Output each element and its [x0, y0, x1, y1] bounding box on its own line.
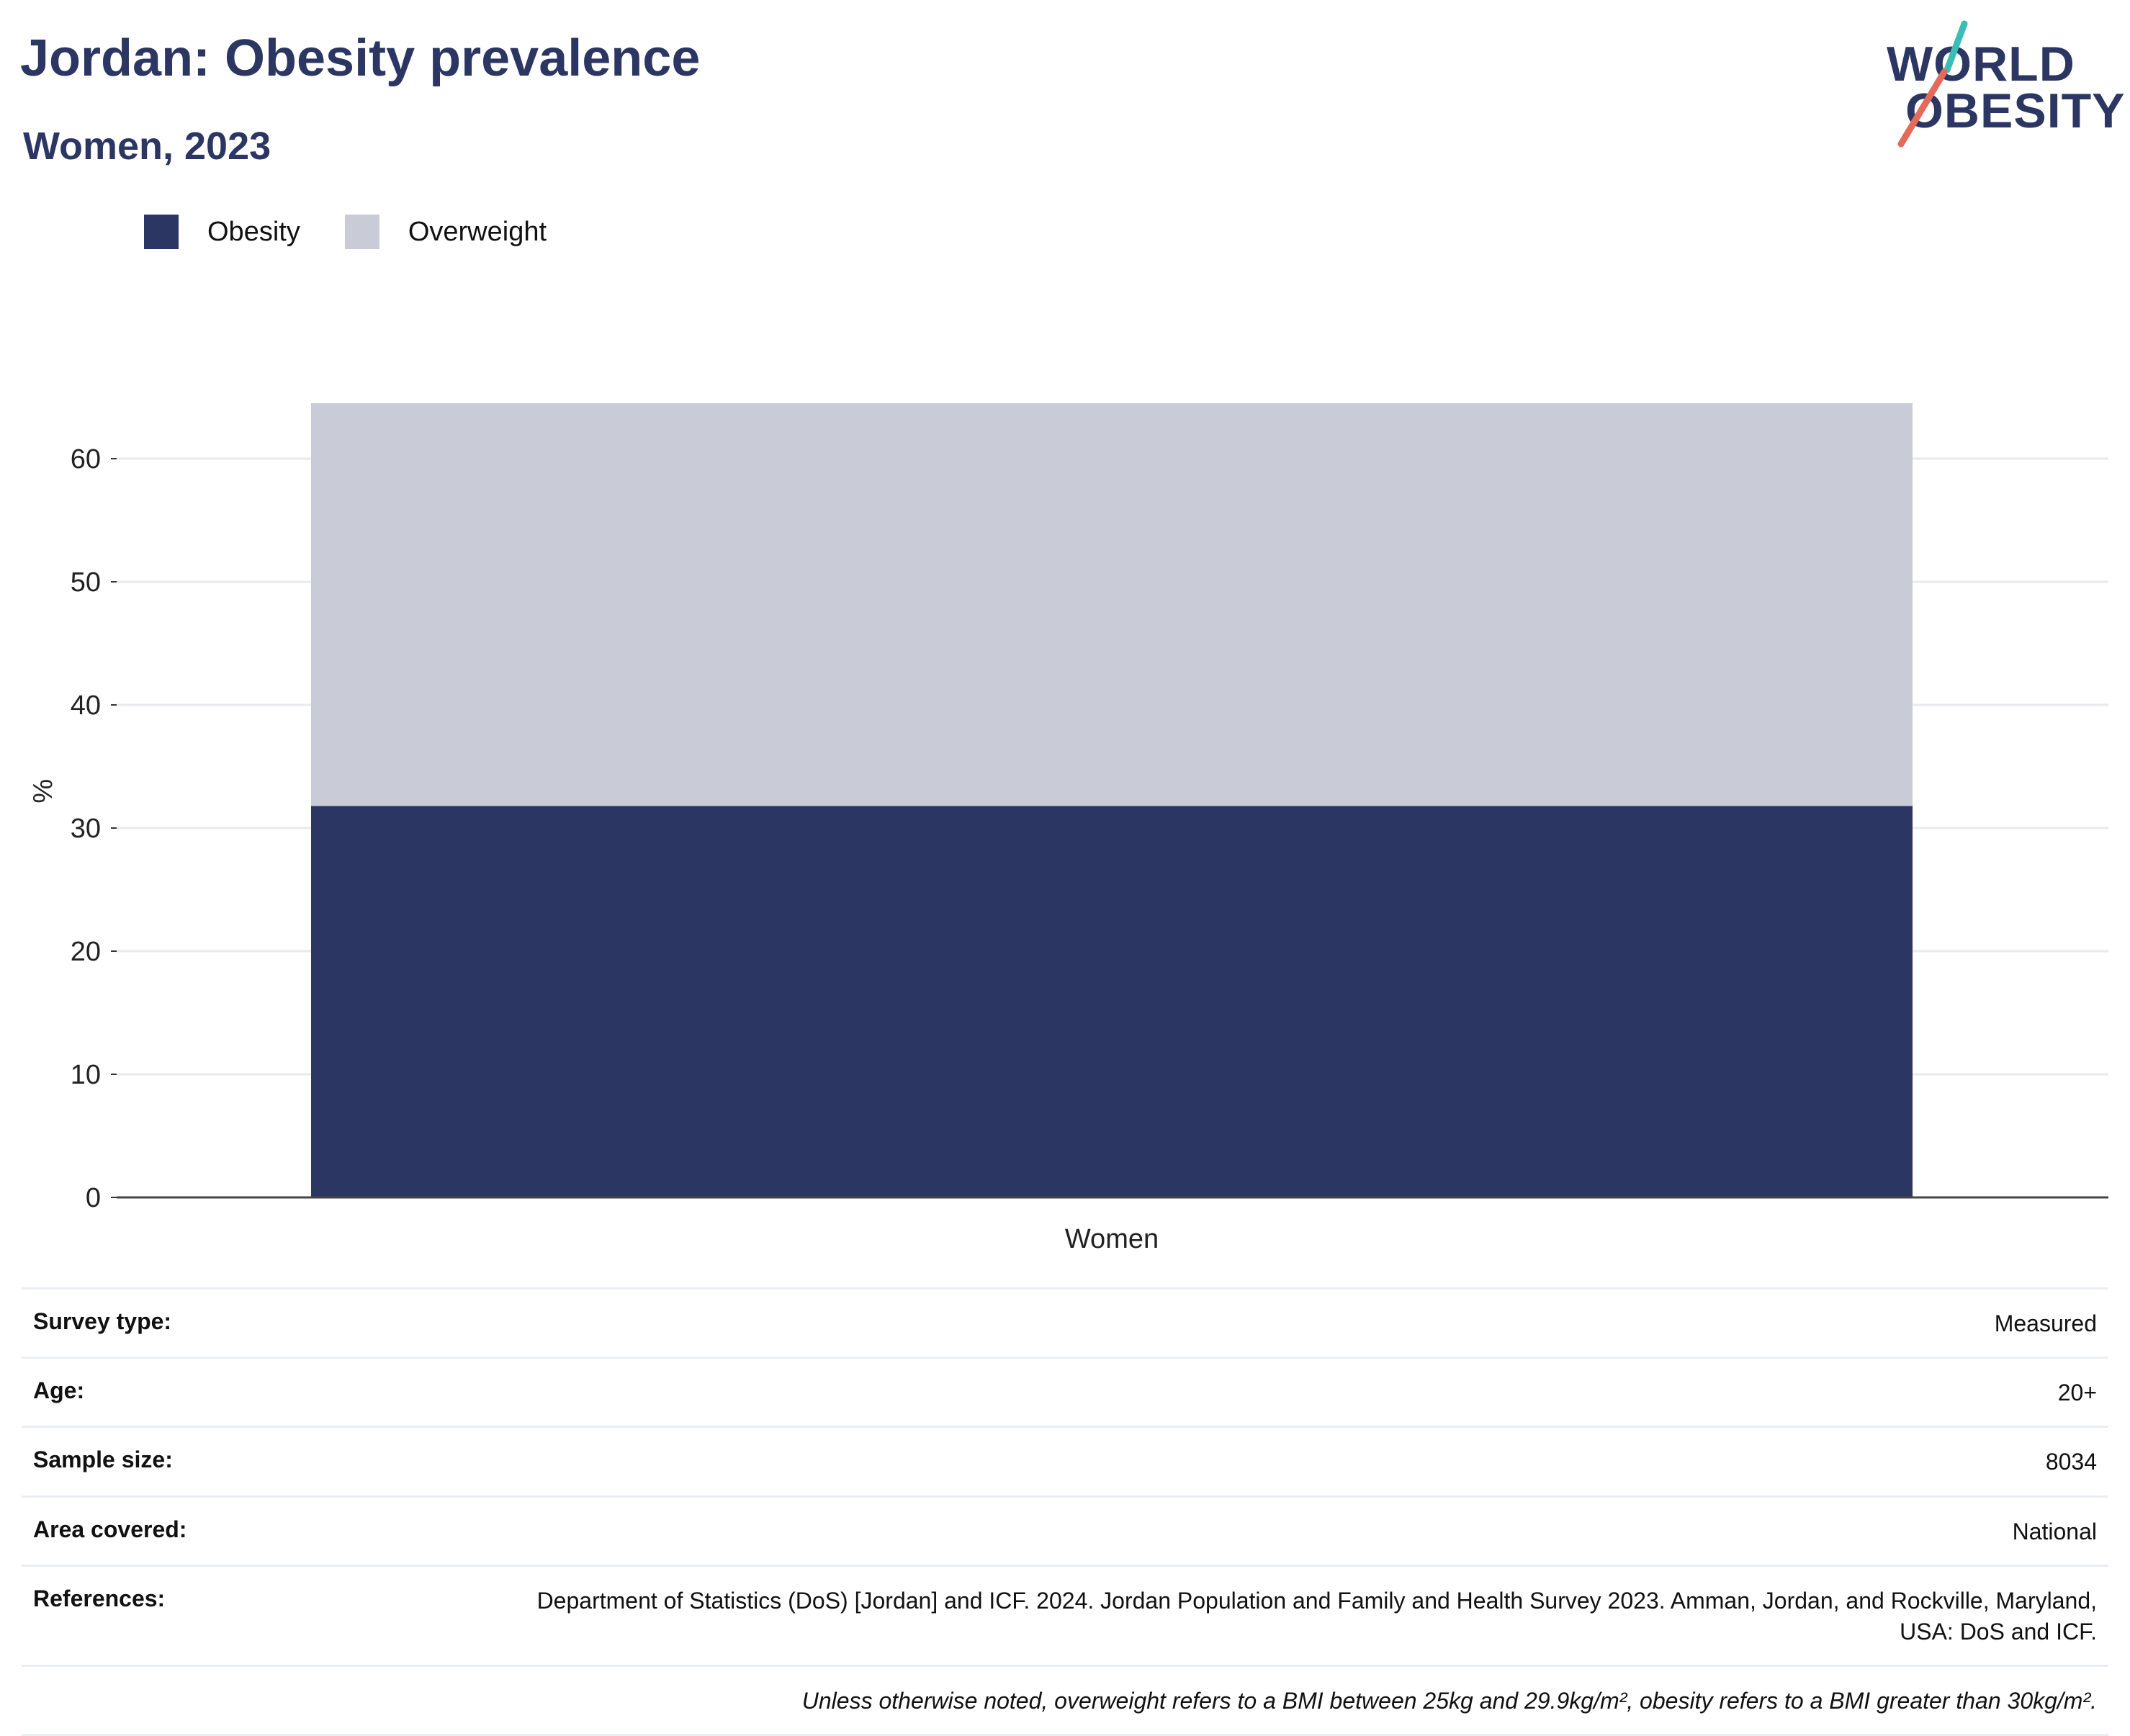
info-value: National [2012, 1518, 2097, 1544]
logo-text-line1: WORLD [1887, 37, 2075, 91]
stacked-bar-chart: 0 10 20 30 40 50 60 Women% [28, 403, 2108, 1253]
legend-item-obesity[interactable]: Obesity [144, 215, 300, 249]
x-tick-label: Women [1065, 1224, 1159, 1253]
info-key: Area covered: [33, 1516, 187, 1542]
logo-slash-icon [1897, 20, 1968, 148]
legend-item-overweight[interactable]: Overweight [344, 215, 547, 249]
survey-info-table: Survey type: Measured Age: 20+ Sample si… [22, 1287, 2108, 1736]
y-tick-label: 10 [71, 1060, 101, 1090]
info-value: Measured [1994, 1310, 2097, 1336]
y-tick-label: 60 [71, 444, 101, 475]
info-row-survey-type: Survey type: Measured [22, 1287, 2108, 1357]
world-obesity-logo: WORLD OBESITY [1872, 18, 2125, 155]
bar-overweight[interactable] [311, 403, 1913, 806]
info-value: Department of Statistics (DoS) [Jordan] … [536, 1587, 2097, 1645]
legend-swatch-obesity [144, 215, 179, 249]
info-row-bmi-note: Unless otherwise noted, overweight refer… [22, 1665, 2108, 1736]
info-value: 20+ [2057, 1380, 2097, 1406]
y-tick-label: 30 [71, 814, 101, 844]
info-row-age: Age: 20+ [22, 1357, 2108, 1426]
bar-obesity[interactable] [311, 806, 1913, 1197]
info-value: 8034 [2045, 1449, 2097, 1475]
info-key: References: [33, 1585, 166, 1611]
chart-subtitle: Women, 2023 [23, 125, 271, 168]
axes: 0 10 20 30 40 50 60 Women% [28, 444, 2108, 1253]
info-row-area-covered: Area covered: National [22, 1495, 2108, 1565]
chart-legend: Obesity Overweight [144, 213, 591, 251]
legend-label-obesity: Obesity [207, 216, 300, 247]
y-tick-label: 50 [71, 567, 101, 598]
y-tick-label: 0 [86, 1183, 101, 1213]
chart-title: Jordan: Obesity prevalence [20, 30, 701, 87]
info-row-sample-size: Sample size: 8034 [22, 1426, 2108, 1495]
legend-swatch-overweight [344, 215, 379, 249]
info-key: Survey type: [33, 1308, 172, 1334]
info-key: Sample size: [33, 1447, 173, 1473]
y-tick-label: 20 [71, 937, 101, 967]
legend-label-overweight: Overweight [408, 216, 547, 247]
info-row-references: References: Department of Statistics (Do… [22, 1564, 2108, 1665]
info-key: Age: [33, 1377, 85, 1404]
bmi-definition-note: Unless otherwise noted, overweight refer… [801, 1688, 2097, 1714]
bars [311, 403, 1913, 1197]
logo-text-line2: OBESITY [1905, 84, 2126, 138]
y-tick-label: 40 [71, 691, 101, 721]
y-axis-title: % [28, 779, 58, 804]
